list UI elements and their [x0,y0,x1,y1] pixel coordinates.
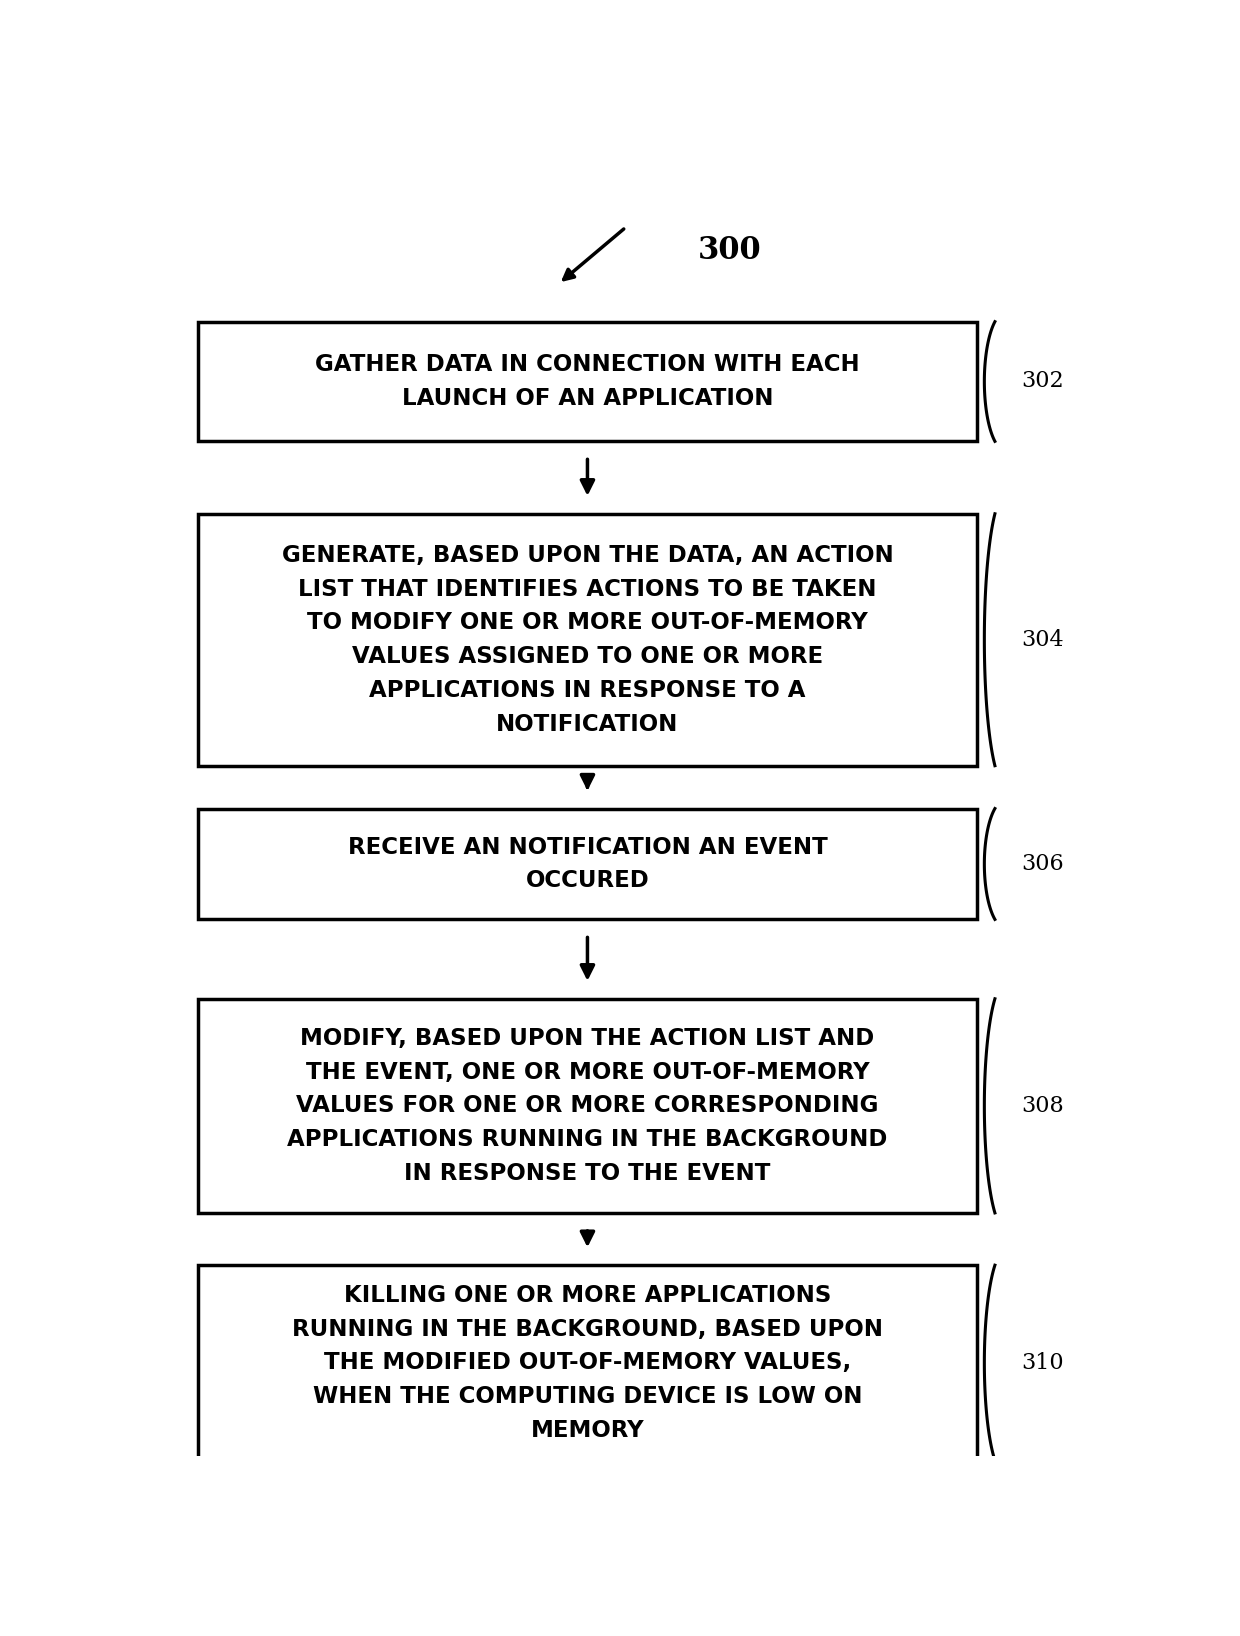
Text: GATHER DATA IN CONNECTION WITH EACH
LAUNCH OF AN APPLICATION: GATHER DATA IN CONNECTION WITH EACH LAUN… [315,353,859,411]
Bar [198,998,977,1212]
Text: 300: 300 [698,236,761,267]
Text: KILLING ONE OR MORE APPLICATIONS
RUNNING IN THE BACKGROUND, BASED UPON
THE MODIF: KILLING ONE OR MORE APPLICATIONS RUNNING… [291,1284,883,1441]
Text: 306: 306 [1021,852,1064,875]
Text: 310: 310 [1021,1351,1064,1374]
Bar [198,514,977,766]
Bar [198,322,977,442]
Text: 304: 304 [1021,628,1064,651]
Bar [198,808,977,919]
Text: MODIFY, BASED UPON THE ACTION LIST AND
THE EVENT, ONE OR MORE OUT-OF-MEMORY
VALU: MODIFY, BASED UPON THE ACTION LIST AND T… [288,1027,888,1184]
Text: GENERATE, BASED UPON THE DATA, AN ACTION
LIST THAT IDENTIFIES ACTIONS TO BE TAKE: GENERATE, BASED UPON THE DATA, AN ACTION… [281,543,893,736]
Text: 308: 308 [1021,1094,1064,1117]
Bar [198,1265,977,1461]
Text: RECEIVE AN NOTIFICATION AN EVENT
OCCURED: RECEIVE AN NOTIFICATION AN EVENT OCCURED [347,836,827,892]
Text: 302: 302 [1021,370,1064,393]
